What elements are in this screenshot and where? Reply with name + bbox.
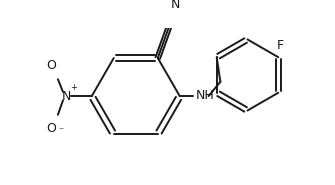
Text: N: N (62, 90, 71, 103)
Text: O: O (46, 59, 56, 73)
Text: NH: NH (196, 89, 215, 102)
Text: +: + (71, 83, 77, 92)
Text: O: O (46, 122, 56, 134)
Text: N: N (171, 0, 180, 11)
Text: F: F (276, 39, 283, 52)
Text: ⁻: ⁻ (58, 127, 63, 137)
